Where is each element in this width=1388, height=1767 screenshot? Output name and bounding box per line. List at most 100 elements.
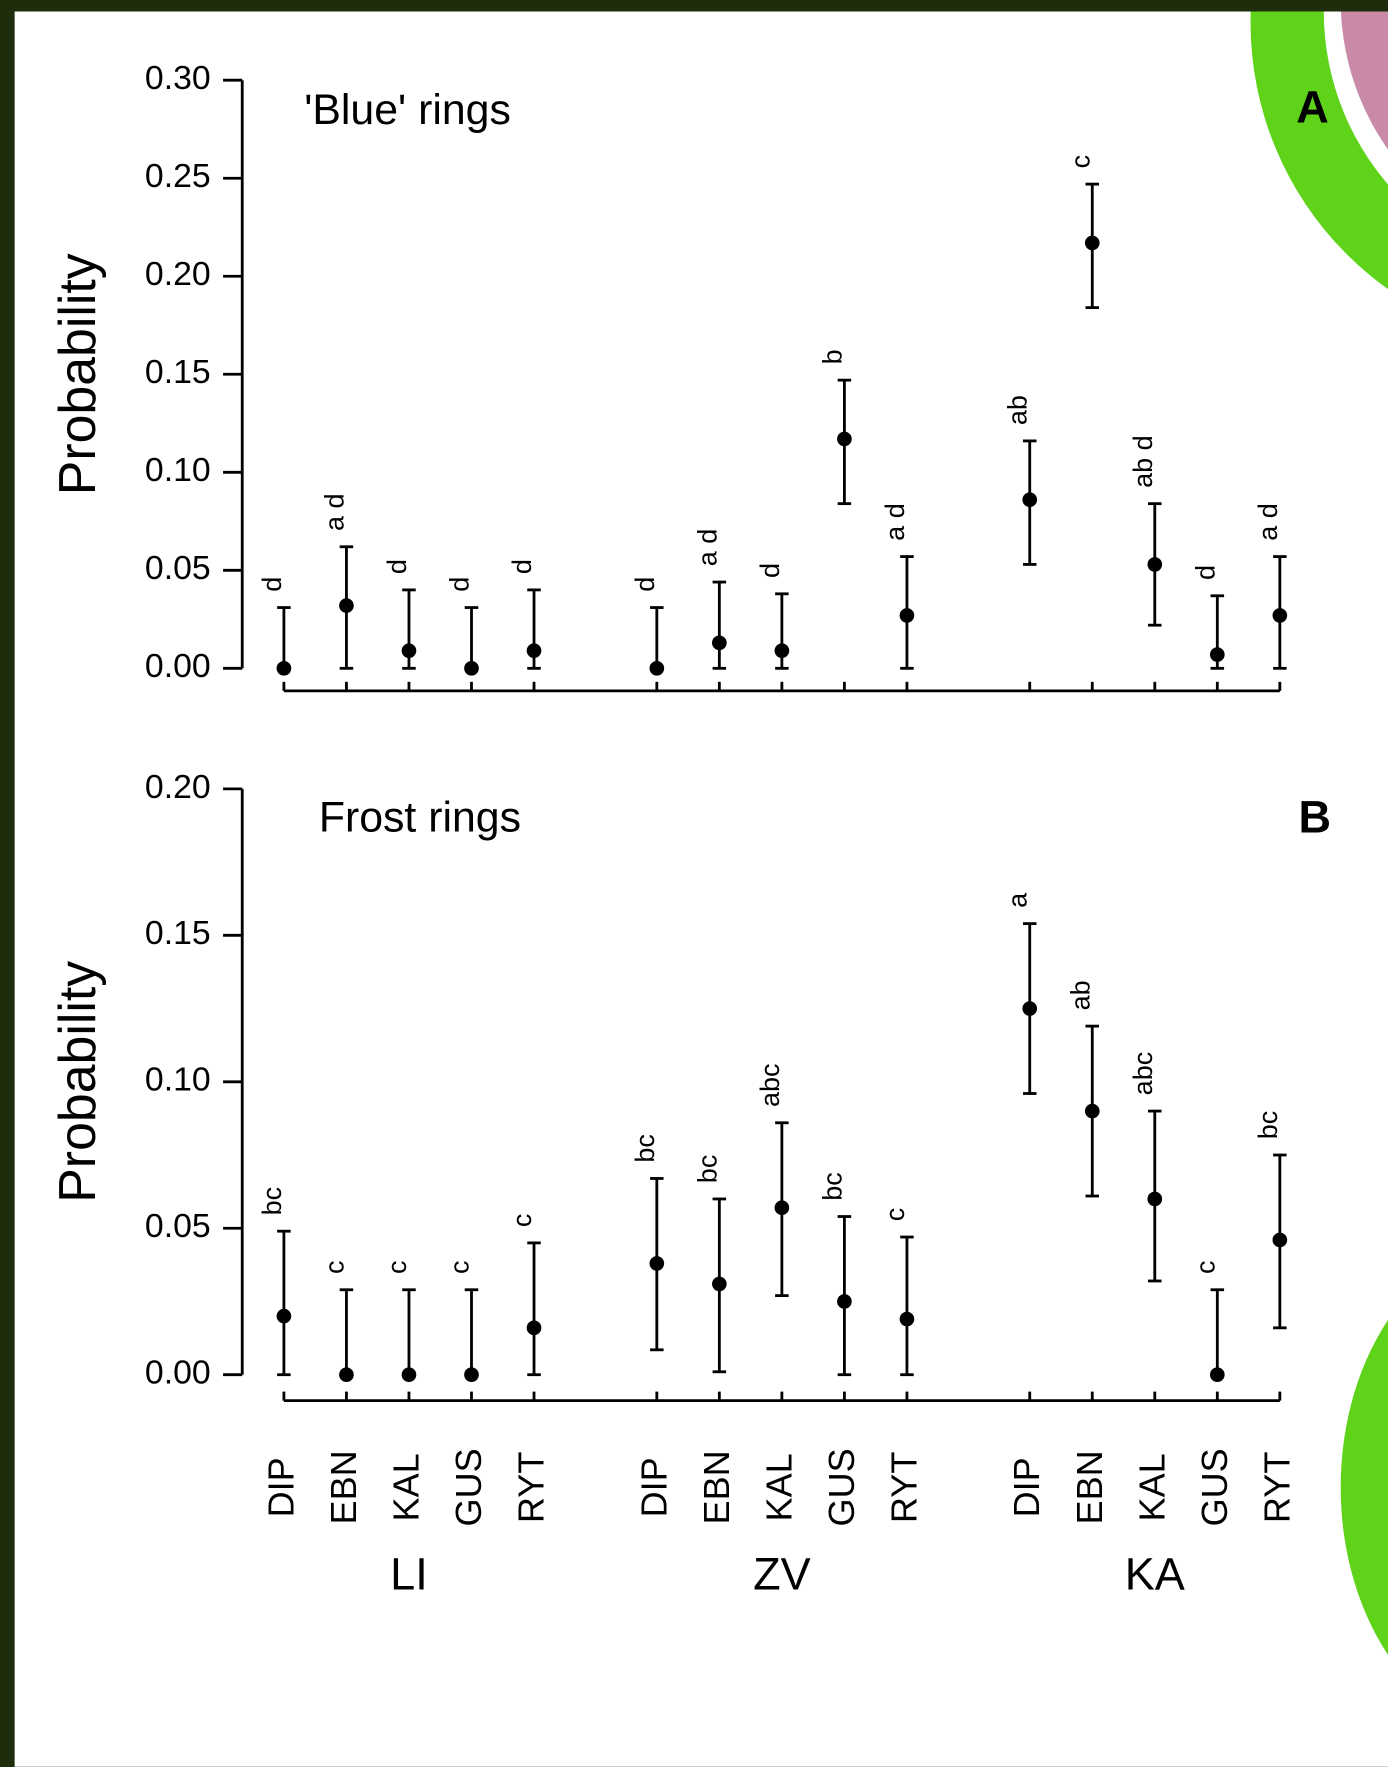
group-letter: c: [382, 1260, 412, 1274]
group-letter: bc: [817, 1172, 847, 1201]
decoration: [1250, 11, 1388, 1655]
y-tick-label: 0.05: [145, 549, 211, 587]
y-tick-label: 0.30: [145, 59, 211, 97]
point: [276, 660, 292, 676]
point: [649, 1256, 665, 1271]
point: [339, 1367, 354, 1383]
point: [774, 643, 790, 658]
point: [1209, 1367, 1225, 1383]
point: [1272, 608, 1288, 623]
point: [401, 1367, 417, 1383]
group-letter: abc: [1128, 1052, 1158, 1096]
point: [526, 1320, 542, 1336]
point: [1147, 557, 1163, 572]
group-label: ZV: [753, 1548, 811, 1599]
point: [401, 643, 417, 658]
group-letter: a d: [880, 503, 910, 541]
x-tick-label: GUS: [1194, 1448, 1235, 1526]
group-letter: bc: [1253, 1111, 1283, 1140]
group-letter: bc: [692, 1155, 722, 1184]
group-letter: d: [1190, 565, 1220, 580]
x-tick-label: EBN: [323, 1450, 364, 1524]
chart-title: Frost rings: [319, 794, 521, 842]
point: [837, 1294, 852, 1309]
point: [464, 1367, 479, 1383]
panel-label: A: [1296, 82, 1329, 133]
x-tick-label: KAL: [758, 1453, 799, 1521]
group-letter: bc: [630, 1134, 660, 1163]
panel-label: B: [1298, 791, 1331, 842]
chart-title: 'Blue' rings: [304, 86, 511, 134]
group-letter: b: [817, 349, 847, 364]
group-letter: d: [755, 563, 785, 578]
x-tick-label: RYT: [883, 1452, 924, 1523]
group-letter: a d: [1253, 503, 1283, 541]
y-tick-label: 0.10: [145, 451, 211, 489]
x-tick-label: DIP: [260, 1457, 301, 1517]
group-letter: c: [1190, 1260, 1220, 1274]
group-label: KA: [1125, 1548, 1185, 1599]
x-tick-label: KAL: [385, 1453, 426, 1521]
group-letter: c: [1065, 155, 1095, 169]
point: [1209, 647, 1225, 662]
decor-image: [1341, 11, 1388, 150]
x-tick-label: KAL: [1131, 1453, 1172, 1521]
point: [712, 635, 727, 651]
decor-blob: [1340, 1320, 1388, 1655]
y-tick-label: 0.25: [145, 157, 211, 195]
x-tick-label: EBN: [696, 1450, 737, 1524]
y-tick-label: 0.15: [145, 353, 211, 391]
group-letter: a d: [692, 529, 722, 567]
point: [1022, 492, 1038, 508]
point: [339, 598, 354, 613]
x-tick-label: DIP: [633, 1457, 674, 1517]
group-letter: d: [630, 577, 660, 592]
point: [1022, 1001, 1038, 1016]
point: [526, 643, 542, 658]
x-tick-label: RYT: [1256, 1452, 1297, 1523]
point: [1084, 235, 1100, 251]
group-letter: abc: [755, 1063, 785, 1107]
group-letter: bc: [257, 1187, 287, 1216]
group-letter: d: [257, 577, 287, 592]
y-axis-label: Probability: [48, 253, 106, 495]
point: [1084, 1103, 1100, 1119]
group-letter: c: [444, 1260, 474, 1274]
point: [1272, 1232, 1288, 1248]
point: [774, 1200, 790, 1216]
group-letter: ab: [1065, 980, 1095, 1010]
group-letter: c: [880, 1208, 910, 1222]
x-tick-label: GUS: [821, 1448, 862, 1526]
point: [899, 1311, 915, 1327]
point: [649, 660, 665, 676]
y-tick-label: 0.10: [145, 1061, 211, 1099]
point: [464, 660, 479, 676]
group-letter: c: [319, 1260, 349, 1274]
x-tick-label: RYT: [511, 1452, 552, 1523]
group-letter: ab d: [1128, 435, 1158, 488]
x-tick-label: DIP: [1006, 1457, 1047, 1517]
y-tick-label: 0.15: [145, 914, 211, 952]
group-letter: c: [507, 1214, 537, 1228]
group-label: LI: [390, 1548, 428, 1599]
group-letter: d: [507, 559, 537, 574]
y-axis-label: Probability: [48, 961, 106, 1203]
point: [899, 608, 915, 623]
point: [1147, 1191, 1163, 1207]
y-tick-label: 0.00: [145, 1354, 211, 1392]
point: [276, 1308, 292, 1324]
group-letter: a: [1003, 892, 1033, 908]
point: [837, 431, 852, 447]
y-tick-label: 0.20: [145, 768, 211, 806]
group-letter: ab: [1003, 395, 1033, 425]
y-tick-label: 0.00: [145, 647, 211, 685]
x-tick-label: EBN: [1069, 1450, 1110, 1524]
group-letter: d: [382, 559, 412, 574]
x-tick-label: GUS: [448, 1448, 489, 1526]
y-tick-label: 0.20: [145, 255, 211, 293]
group-letter: a d: [319, 493, 349, 531]
group-letter: d: [444, 577, 474, 592]
y-tick-label: 0.05: [145, 1207, 211, 1245]
